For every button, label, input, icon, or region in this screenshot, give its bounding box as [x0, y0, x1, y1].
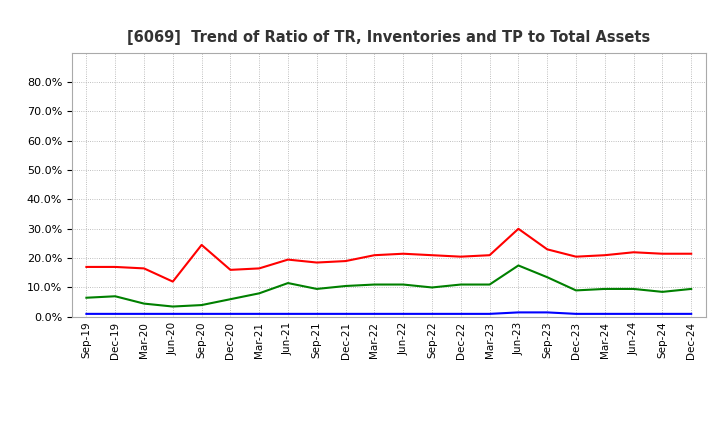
Inventories — [687, 311, 696, 316]
Trade Payables — [514, 263, 523, 268]
Inventories — [399, 311, 408, 316]
Trade Payables — [399, 282, 408, 287]
Trade Payables — [456, 282, 465, 287]
Trade Receivables — [687, 251, 696, 257]
Trade Payables — [82, 295, 91, 301]
Inventories — [111, 311, 120, 316]
Trade Payables — [572, 288, 580, 293]
Inventories — [226, 311, 235, 316]
Trade Payables — [658, 289, 667, 294]
Trade Receivables — [197, 242, 206, 248]
Trade Receivables — [572, 254, 580, 259]
Trade Payables — [284, 280, 292, 286]
Title: [6069]  Trend of Ratio of TR, Inventories and TP to Total Assets: [6069] Trend of Ratio of TR, Inventories… — [127, 29, 650, 45]
Trade Receivables — [140, 266, 148, 271]
Inventories — [514, 310, 523, 315]
Inventories — [197, 311, 206, 316]
Inventories — [428, 311, 436, 316]
Inventories — [82, 311, 91, 316]
Trade Payables — [197, 302, 206, 308]
Line: Inventories: Inventories — [86, 312, 691, 314]
Trade Receivables — [255, 266, 264, 271]
Trade Receivables — [456, 254, 465, 259]
Trade Receivables — [312, 260, 321, 265]
Trade Payables — [341, 283, 350, 289]
Trade Payables — [255, 291, 264, 296]
Trade Payables — [687, 286, 696, 292]
Inventories — [370, 311, 379, 316]
Inventories — [572, 311, 580, 316]
Inventories — [284, 311, 292, 316]
Trade Payables — [600, 286, 609, 292]
Trade Receivables — [543, 247, 552, 252]
Inventories — [312, 311, 321, 316]
Inventories — [341, 311, 350, 316]
Trade Receivables — [284, 257, 292, 262]
Inventories — [658, 311, 667, 316]
Inventories — [543, 310, 552, 315]
Trade Receivables — [600, 253, 609, 258]
Trade Receivables — [370, 253, 379, 258]
Trade Payables — [370, 282, 379, 287]
Trade Payables — [140, 301, 148, 306]
Trade Payables — [629, 286, 638, 292]
Trade Payables — [226, 297, 235, 302]
Trade Receivables — [658, 251, 667, 257]
Trade Receivables — [82, 264, 91, 270]
Trade Payables — [111, 293, 120, 299]
Trade Payables — [168, 304, 177, 309]
Trade Receivables — [485, 253, 494, 258]
Trade Payables — [543, 275, 552, 280]
Trade Payables — [428, 285, 436, 290]
Inventories — [140, 311, 148, 316]
Trade Payables — [312, 286, 321, 292]
Inventories — [168, 311, 177, 316]
Inventories — [485, 311, 494, 316]
Trade Payables — [485, 282, 494, 287]
Inventories — [255, 311, 264, 316]
Trade Receivables — [341, 258, 350, 264]
Line: Trade Payables: Trade Payables — [86, 265, 691, 307]
Line: Trade Receivables: Trade Receivables — [86, 229, 691, 282]
Trade Receivables — [629, 249, 638, 255]
Inventories — [600, 311, 609, 316]
Trade Receivables — [428, 253, 436, 258]
Inventories — [456, 311, 465, 316]
Inventories — [629, 311, 638, 316]
Trade Receivables — [168, 279, 177, 284]
Trade Receivables — [399, 251, 408, 257]
Trade Receivables — [226, 267, 235, 272]
Trade Receivables — [111, 264, 120, 270]
Trade Receivables — [514, 226, 523, 231]
